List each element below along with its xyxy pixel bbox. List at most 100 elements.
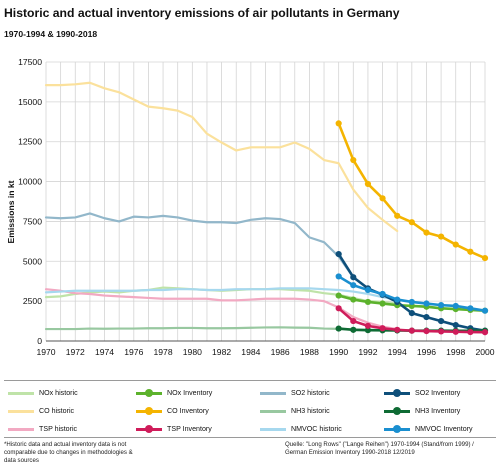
legend-label: SO2 historic (291, 389, 330, 397)
legend-label: SO2 Inventory (415, 389, 461, 397)
data-point-nh3-inventory (335, 325, 342, 332)
series-markers (335, 120, 489, 336)
data-point-nmvoc-inventory (452, 302, 459, 310)
y-axis-ticks: 0 2500 5000 7500 10000 12500 15000 17500 (18, 57, 42, 346)
data-point-tsp-inventory (350, 317, 357, 325)
legend-label: NH3 Inventory (415, 407, 461, 415)
y-tick-label: 5000 (23, 256, 42, 266)
x-tick-label: 1972 (66, 347, 85, 357)
data-point-co-inventory (408, 219, 415, 226)
legend-swatch (260, 425, 286, 434)
x-tick-label: 1984 (241, 347, 260, 357)
chart-legend: NOx historic NOx Inventory SO2 historic SO2… (4, 380, 496, 438)
legend-item-co-inventory: CO Inventory (136, 405, 209, 417)
x-axis-ticks: 1970 1972 1974 1976 1978 1980 1982 1984 1986 1988… (36, 347, 494, 357)
legend-label: CO Inventory (167, 407, 209, 415)
data-point-so2-inventory (335, 251, 342, 258)
data-point-tsp-inventory (467, 328, 474, 336)
x-tick-label: 1988 (300, 347, 319, 357)
legend-label: CO historic (39, 407, 75, 415)
y-tick-label: 15000 (18, 97, 42, 107)
legend-label: TSP Inventory (167, 425, 212, 433)
x-tick-label: 1980 (183, 347, 202, 357)
data-point-tsp-inventory (481, 329, 489, 336)
data-point-so2-inventory (408, 310, 415, 317)
legend-item-nmvoc-inventory: NMVOC Inventory (384, 423, 473, 435)
y-tick-label: 0 (37, 336, 42, 346)
legend-label: NOx Inventory (167, 389, 213, 397)
legend-label: NOx historic (39, 389, 78, 397)
data-point-nox-inventory (335, 292, 342, 299)
data-point-nh3-inventory (364, 327, 372, 334)
data-point-nmvoc-inventory (423, 300, 430, 307)
legend-swatch (8, 425, 34, 434)
data-point-tsp-inventory (379, 325, 386, 332)
chart-title: Historic and actual inventory emissions … (4, 6, 400, 20)
legend-item-nmvoc-historic: NMVOC historic (260, 423, 342, 435)
data-point-co-inventory (467, 248, 474, 255)
legend-swatch (260, 407, 286, 416)
legend-swatch (384, 388, 410, 398)
data-point-co-inventory (364, 180, 372, 188)
legend-item-tsp-historic: TSP historic (8, 423, 77, 435)
legend-label: TSP historic (39, 425, 78, 433)
data-point-nmvoc-inventory (364, 286, 372, 294)
data-point-nmvoc-inventory (394, 296, 401, 303)
data-point-co-inventory (423, 229, 430, 236)
legend-swatch (136, 424, 162, 434)
chart-subtitle: 1970-1994 & 1990-2018 (4, 29, 98, 39)
legend-swatch (384, 406, 410, 416)
data-point-nmvoc-inventory (350, 282, 357, 289)
data-point-nmvoc-inventory (379, 290, 386, 298)
y-tick-label: 17500 (18, 57, 42, 67)
y-tick-label: 10000 (18, 177, 42, 187)
data-point-so2-inventory (438, 317, 445, 325)
y-axis-label: Emissions in kt (6, 180, 16, 243)
data-point-tsp-inventory (452, 328, 459, 335)
legend-swatch (260, 389, 286, 398)
legend-item-nox-historic: NOx historic (8, 387, 78, 399)
y-tick-label: 12500 (18, 137, 42, 147)
y-tick-label: 2500 (23, 296, 42, 306)
line-chart: 1970 1972 1974 1976 1978 1980 1982 1984 1986 1988… (6, 57, 495, 357)
data-point-co-inventory (350, 156, 357, 164)
data-point-so2-inventory (423, 313, 430, 321)
data-point-co-inventory (394, 212, 401, 219)
data-point-co-inventory (438, 233, 445, 240)
data-point-co-inventory (379, 195, 386, 202)
data-point-nmvoc-inventory (481, 307, 489, 314)
data-point-so2-inventory (452, 321, 459, 329)
legend-item-so2-historic: SO2 historic (260, 387, 330, 399)
legend-label: NMVOC historic (291, 425, 342, 433)
x-tick-label: 1998 (446, 347, 465, 357)
data-point-so2-inventory (350, 274, 357, 281)
series-line-co-historic (44, 81, 399, 233)
x-tick-label: 1970 (36, 347, 55, 357)
legend-item-co-historic: CO historic (8, 405, 74, 417)
x-tick-label: 1986 (271, 347, 290, 357)
x-tick-label: 1974 (95, 347, 114, 357)
x-tick-label: 1996 (417, 347, 436, 357)
legend-swatch (136, 388, 162, 398)
data-point-nox-inventory (379, 300, 386, 307)
data-point-nox-inventory (350, 296, 357, 303)
data-point-tsp-inventory (335, 305, 342, 312)
legend-item-nh3-historic: NH3 historic (260, 405, 330, 417)
legend-item-nox-inventory: NOx Inventory (136, 387, 212, 399)
x-tick-label: 1994 (388, 347, 407, 357)
legend-swatch (8, 407, 34, 416)
data-point-tsp-inventory (408, 327, 415, 334)
legend-label: NMVOC Inventory (415, 425, 473, 433)
y-tick-label: 7500 (23, 216, 42, 226)
legend-swatch (136, 406, 162, 416)
data-point-tsp-inventory (438, 328, 445, 335)
legend-swatch (384, 424, 410, 434)
x-tick-label: 2000 (475, 347, 494, 357)
legend-item-so2-inventory: SO2 Inventory (384, 387, 460, 399)
data-point-nmvoc-inventory (438, 302, 445, 309)
data-point-tsp-inventory (364, 322, 372, 329)
data-point-nh3-inventory (350, 326, 357, 333)
footnote: *Historic data and actual inventory data… (4, 441, 133, 464)
legend-label: NH3 historic (291, 407, 330, 415)
data-point-nmvoc-inventory (335, 273, 342, 280)
